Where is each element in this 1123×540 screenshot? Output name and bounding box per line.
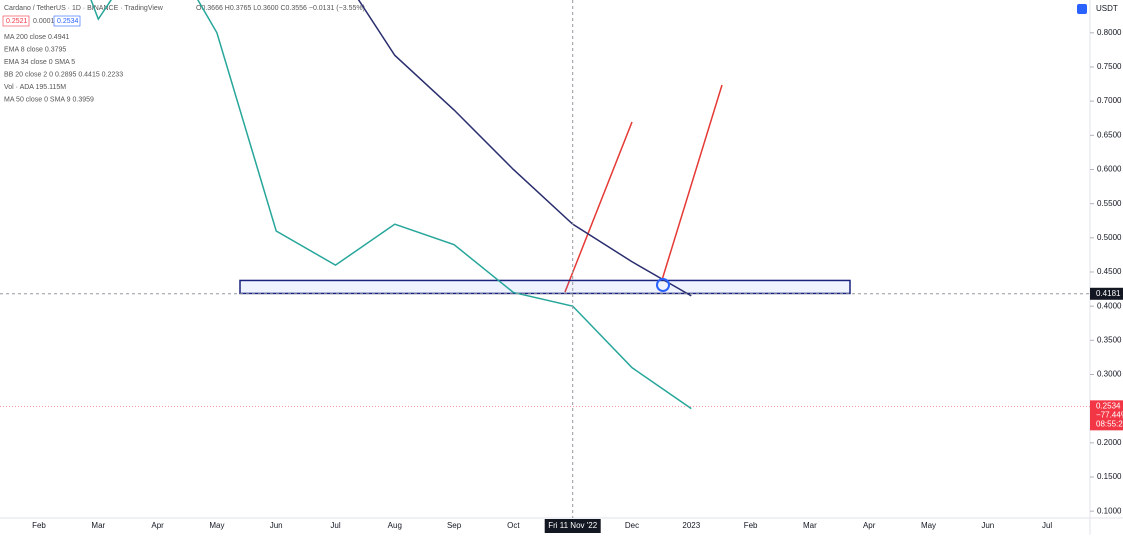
ask-box	[53, 15, 81, 27]
indicator-legend: EMA 8 close 0.3795	[4, 46, 66, 53]
crosshair-price-box	[1090, 287, 1123, 300]
y-tick-label: 0.3000	[1097, 370, 1122, 379]
arrow	[661, 84, 723, 281]
ma200-line	[357, 0, 692, 297]
y-tick-label: 0.1500	[1097, 472, 1122, 481]
price-line	[90, 0, 692, 410]
y-tick-label: 0.6000	[1097, 165, 1122, 174]
ask: 0.2534	[57, 18, 79, 25]
y-tick-label: 0.7000	[1097, 96, 1122, 105]
ohlc: O0.3666 H0.3765 L0.3600 C0.3556 −0.0131 …	[196, 5, 365, 12]
x-tick-label: May	[209, 521, 224, 530]
last-price-box	[1090, 400, 1123, 431]
x-tick-label: Jul	[1042, 521, 1052, 530]
countdown: 08:55:24	[1096, 419, 1123, 428]
x-tick-label: Mar	[803, 521, 817, 530]
indicator-legend: MA 50 close 0 SMA 9 0.3959	[4, 96, 94, 103]
x-tick-label: Jun	[270, 521, 283, 530]
touch-point	[656, 278, 670, 292]
arrow	[564, 121, 633, 293]
bid-box	[2, 15, 30, 27]
x-tick-label: Jun	[981, 521, 994, 530]
y-tick-label: 0.7500	[1097, 62, 1122, 71]
last-change: −77.44%	[1096, 410, 1123, 419]
indicator-legend: MA 200 close 0.4941	[4, 34, 69, 41]
y-tick-label: 0.8000	[1097, 28, 1122, 37]
x-tick-label: May	[921, 521, 936, 530]
symbol: Cardano / TetherUS · 1D · BINANCE · Trad…	[4, 5, 164, 12]
bid: 0.2521	[6, 18, 28, 25]
x-tick-label: Jul	[330, 521, 340, 530]
crosshair-price: 0.4181	[1096, 289, 1121, 298]
indicator-legend: Vol · ADA 195.115M	[4, 84, 66, 91]
y-tick-label: 0.5500	[1097, 199, 1122, 208]
y-tick-label: 0.5000	[1097, 233, 1122, 242]
last-price: 0.2534	[1096, 401, 1121, 410]
y-tick-label: 0.2000	[1097, 438, 1122, 447]
indicator-legend: BB 20 close 2 0 0.2895 0.4415 0.2233	[4, 71, 123, 78]
x-tick-label: Mar	[91, 521, 105, 530]
y-tick-label: 0.1000	[1097, 506, 1122, 515]
x-tick-label: 2023	[682, 521, 700, 530]
x-tick-label: Sep	[447, 521, 462, 530]
crosshair-date-box	[544, 519, 601, 533]
crosshair-date: Fri 11 Nov '22	[548, 521, 598, 530]
x-tick-label: Aug	[388, 521, 402, 530]
support-zone	[239, 279, 851, 295]
y-tick-label: 0.4500	[1097, 267, 1122, 276]
x-tick-label: Apr	[863, 521, 876, 530]
currency[interactable]: USDT	[1096, 4, 1118, 13]
spread: 0.0001	[33, 18, 55, 25]
currency-icon[interactable]	[1077, 4, 1087, 14]
y-tick-label: 0.6500	[1097, 130, 1122, 139]
x-tick-label: Feb	[32, 521, 46, 530]
x-tick-label: Dec	[625, 521, 639, 530]
x-tick-label: Oct	[507, 521, 520, 530]
x-tick-label: Feb	[744, 521, 758, 530]
y-tick-label: 0.4000	[1097, 301, 1122, 310]
x-tick-label: Apr	[151, 521, 164, 530]
indicator-legend: EMA 34 close 0 SMA 5	[4, 59, 75, 66]
y-tick-label: 0.3500	[1097, 335, 1122, 344]
